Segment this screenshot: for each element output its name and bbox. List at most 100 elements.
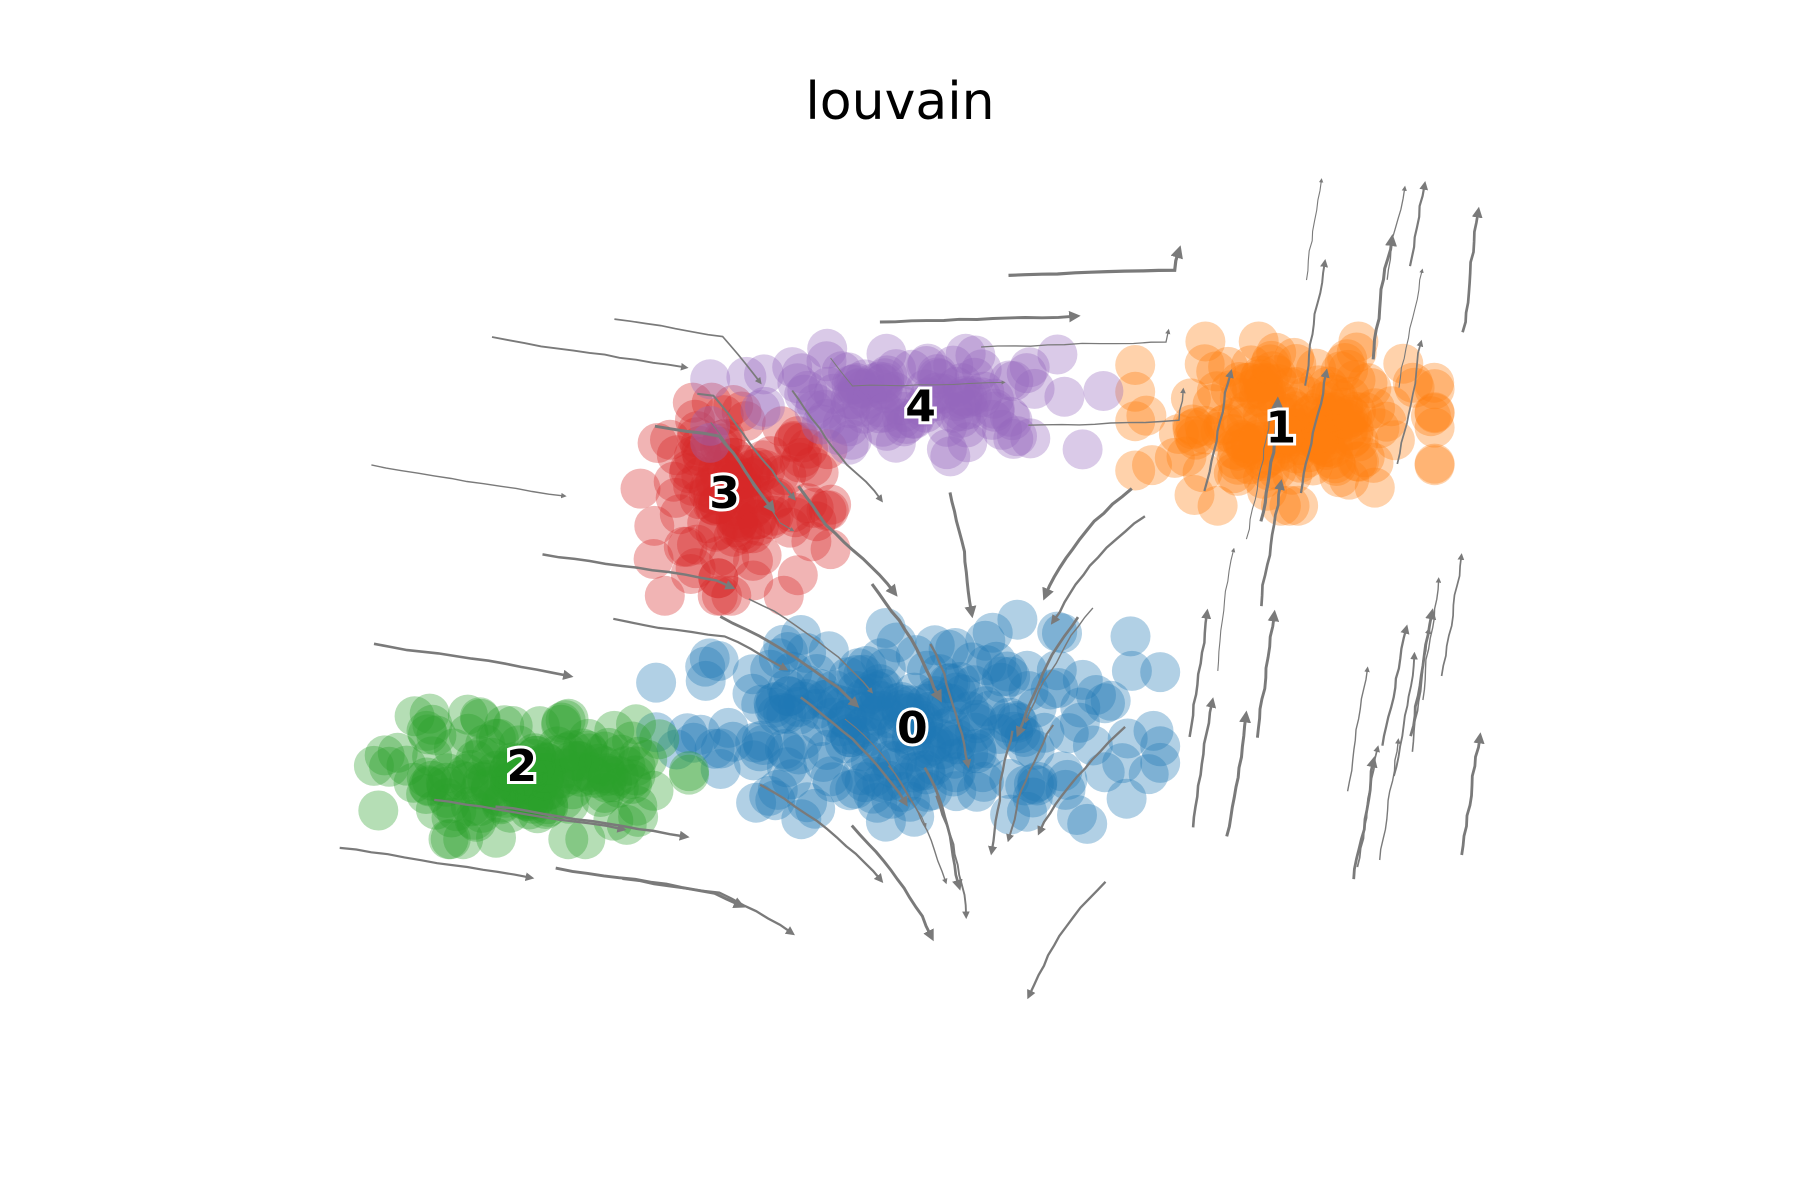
cell-point-cluster-1 — [1229, 362, 1270, 403]
cell-point-cluster-2 — [525, 752, 566, 793]
cell-point-cluster-4 — [1083, 371, 1124, 411]
cell-point-cluster-0 — [838, 715, 879, 756]
cell-point-cluster-2 — [523, 758, 564, 799]
cell-point-cluster-2 — [546, 732, 587, 773]
cell-point-cluster-2 — [552, 730, 593, 771]
cluster-label-2: 2 — [506, 741, 537, 792]
cell-point-cluster-1 — [1213, 453, 1254, 494]
cell-point-cluster-1 — [1172, 409, 1213, 450]
cell-point-cluster-0 — [732, 654, 773, 695]
cell-point-cluster-4 — [961, 377, 1002, 418]
cell-point-cluster-2 — [542, 758, 583, 799]
cell-point-cluster-0 — [936, 719, 977, 759]
cell-point-cluster-0 — [749, 775, 790, 816]
cell-point-cluster-4 — [955, 335, 996, 376]
cell-point-cluster-4 — [989, 360, 1030, 401]
cell-point-cluster-0 — [735, 722, 776, 763]
cell-point-cluster-1 — [1313, 404, 1354, 445]
cell-point-cluster-0 — [858, 671, 899, 712]
cell-point-cluster-1 — [1353, 442, 1394, 483]
cell-point-cluster-1 — [1292, 393, 1333, 434]
cell-point-cluster-2 — [548, 819, 589, 860]
cell-point-cluster-1 — [1336, 332, 1377, 373]
cell-point-cluster-2 — [448, 713, 489, 754]
cell-point-cluster-1 — [1184, 405, 1225, 446]
cell-point-cluster-2 — [527, 743, 567, 784]
cell-point-cluster-1 — [1333, 416, 1374, 457]
cell-point-cluster-0 — [750, 649, 791, 690]
cell-point-cluster-0 — [952, 642, 992, 683]
cell-point-cluster-4 — [822, 403, 863, 444]
cell-point-cluster-1 — [1225, 427, 1266, 468]
cell-point-cluster-1 — [1315, 443, 1356, 484]
cell-point-cluster-4 — [948, 389, 989, 430]
cell-point-cluster-0 — [1013, 764, 1054, 804]
cell-point-cluster-2 — [495, 744, 536, 784]
cell-point-cluster-1 — [1354, 467, 1395, 508]
cell-point-cluster-3 — [721, 463, 762, 504]
cell-point-cluster-1 — [1306, 430, 1347, 470]
cell-point-cluster-0 — [1076, 675, 1116, 715]
streamline-39 — [614, 318, 762, 385]
cell-point-cluster-2 — [471, 766, 511, 807]
cell-point-cluster-2 — [460, 698, 501, 739]
cell-point-cluster-0 — [767, 669, 808, 710]
cell-point-cluster-1 — [1261, 420, 1302, 461]
streamline-50 — [1460, 732, 1485, 856]
cell-point-cluster-0 — [948, 733, 989, 774]
cell-point-cluster-4 — [859, 361, 900, 402]
cell-point-cluster-1 — [1414, 393, 1455, 434]
cell-point-cluster-2 — [552, 754, 593, 795]
cell-point-cluster-3 — [763, 575, 804, 616]
cell-point-cluster-4 — [777, 363, 818, 404]
cell-point-cluster-2 — [495, 754, 536, 795]
cell-point-cluster-2 — [443, 819, 484, 860]
cell-point-cluster-4 — [865, 392, 906, 433]
cluster-label-4: 4 — [905, 381, 936, 432]
cell-point-cluster-2 — [412, 704, 453, 745]
cell-point-cluster-2 — [586, 762, 627, 803]
cell-point-cluster-3 — [791, 521, 832, 562]
cell-point-cluster-1 — [1328, 410, 1369, 451]
cell-point-cluster-3 — [695, 511, 736, 552]
cell-point-cluster-0 — [712, 721, 753, 762]
cell-point-cluster-1 — [1414, 445, 1455, 486]
cell-point-cluster-2 — [585, 753, 626, 794]
cell-point-cluster-1 — [1224, 421, 1265, 462]
cell-point-cluster-2 — [358, 790, 399, 831]
cell-point-cluster-0 — [862, 762, 903, 803]
cell-point-cluster-4 — [844, 359, 885, 400]
cell-point-cluster-1 — [1274, 416, 1315, 457]
cell-point-cluster-0 — [766, 747, 807, 788]
cell-point-cluster-0 — [780, 615, 821, 655]
streamline-56 — [797, 485, 898, 597]
cell-point-cluster-0 — [778, 687, 819, 727]
cell-point-cluster-4 — [916, 372, 957, 413]
streamline-34 — [1217, 547, 1236, 671]
cell-point-cluster-3 — [677, 524, 717, 565]
streamline-35 — [1299, 368, 1330, 494]
cell-point-cluster-1 — [1239, 359, 1280, 400]
cell-point-cluster-0 — [846, 703, 887, 744]
cell-point-cluster-0 — [766, 694, 807, 734]
cell-point-cluster-0 — [698, 641, 739, 681]
cell-point-cluster-3 — [806, 490, 847, 531]
cell-point-cluster-2 — [519, 706, 560, 747]
cell-point-cluster-1 — [1320, 351, 1361, 392]
cell-point-cluster-3 — [722, 510, 762, 551]
cell-point-cluster-3 — [792, 446, 833, 487]
streamline-29 — [887, 765, 948, 885]
streamline-42 — [1305, 178, 1324, 281]
cell-point-cluster-1 — [1175, 407, 1216, 448]
cell-point-cluster-0 — [905, 754, 946, 795]
cell-point-cluster-3 — [698, 484, 738, 525]
cell-point-cluster-1 — [1351, 368, 1392, 409]
cell-point-cluster-4 — [989, 396, 1030, 437]
cell-point-cluster-0 — [893, 752, 934, 793]
cell-point-cluster-0 — [903, 701, 944, 741]
cell-point-cluster-2 — [461, 736, 502, 777]
cell-point-cluster-3 — [723, 459, 764, 500]
cell-point-cluster-1 — [1366, 401, 1407, 442]
cell-point-cluster-2 — [507, 755, 548, 796]
cell-point-cluster-3 — [750, 436, 791, 477]
